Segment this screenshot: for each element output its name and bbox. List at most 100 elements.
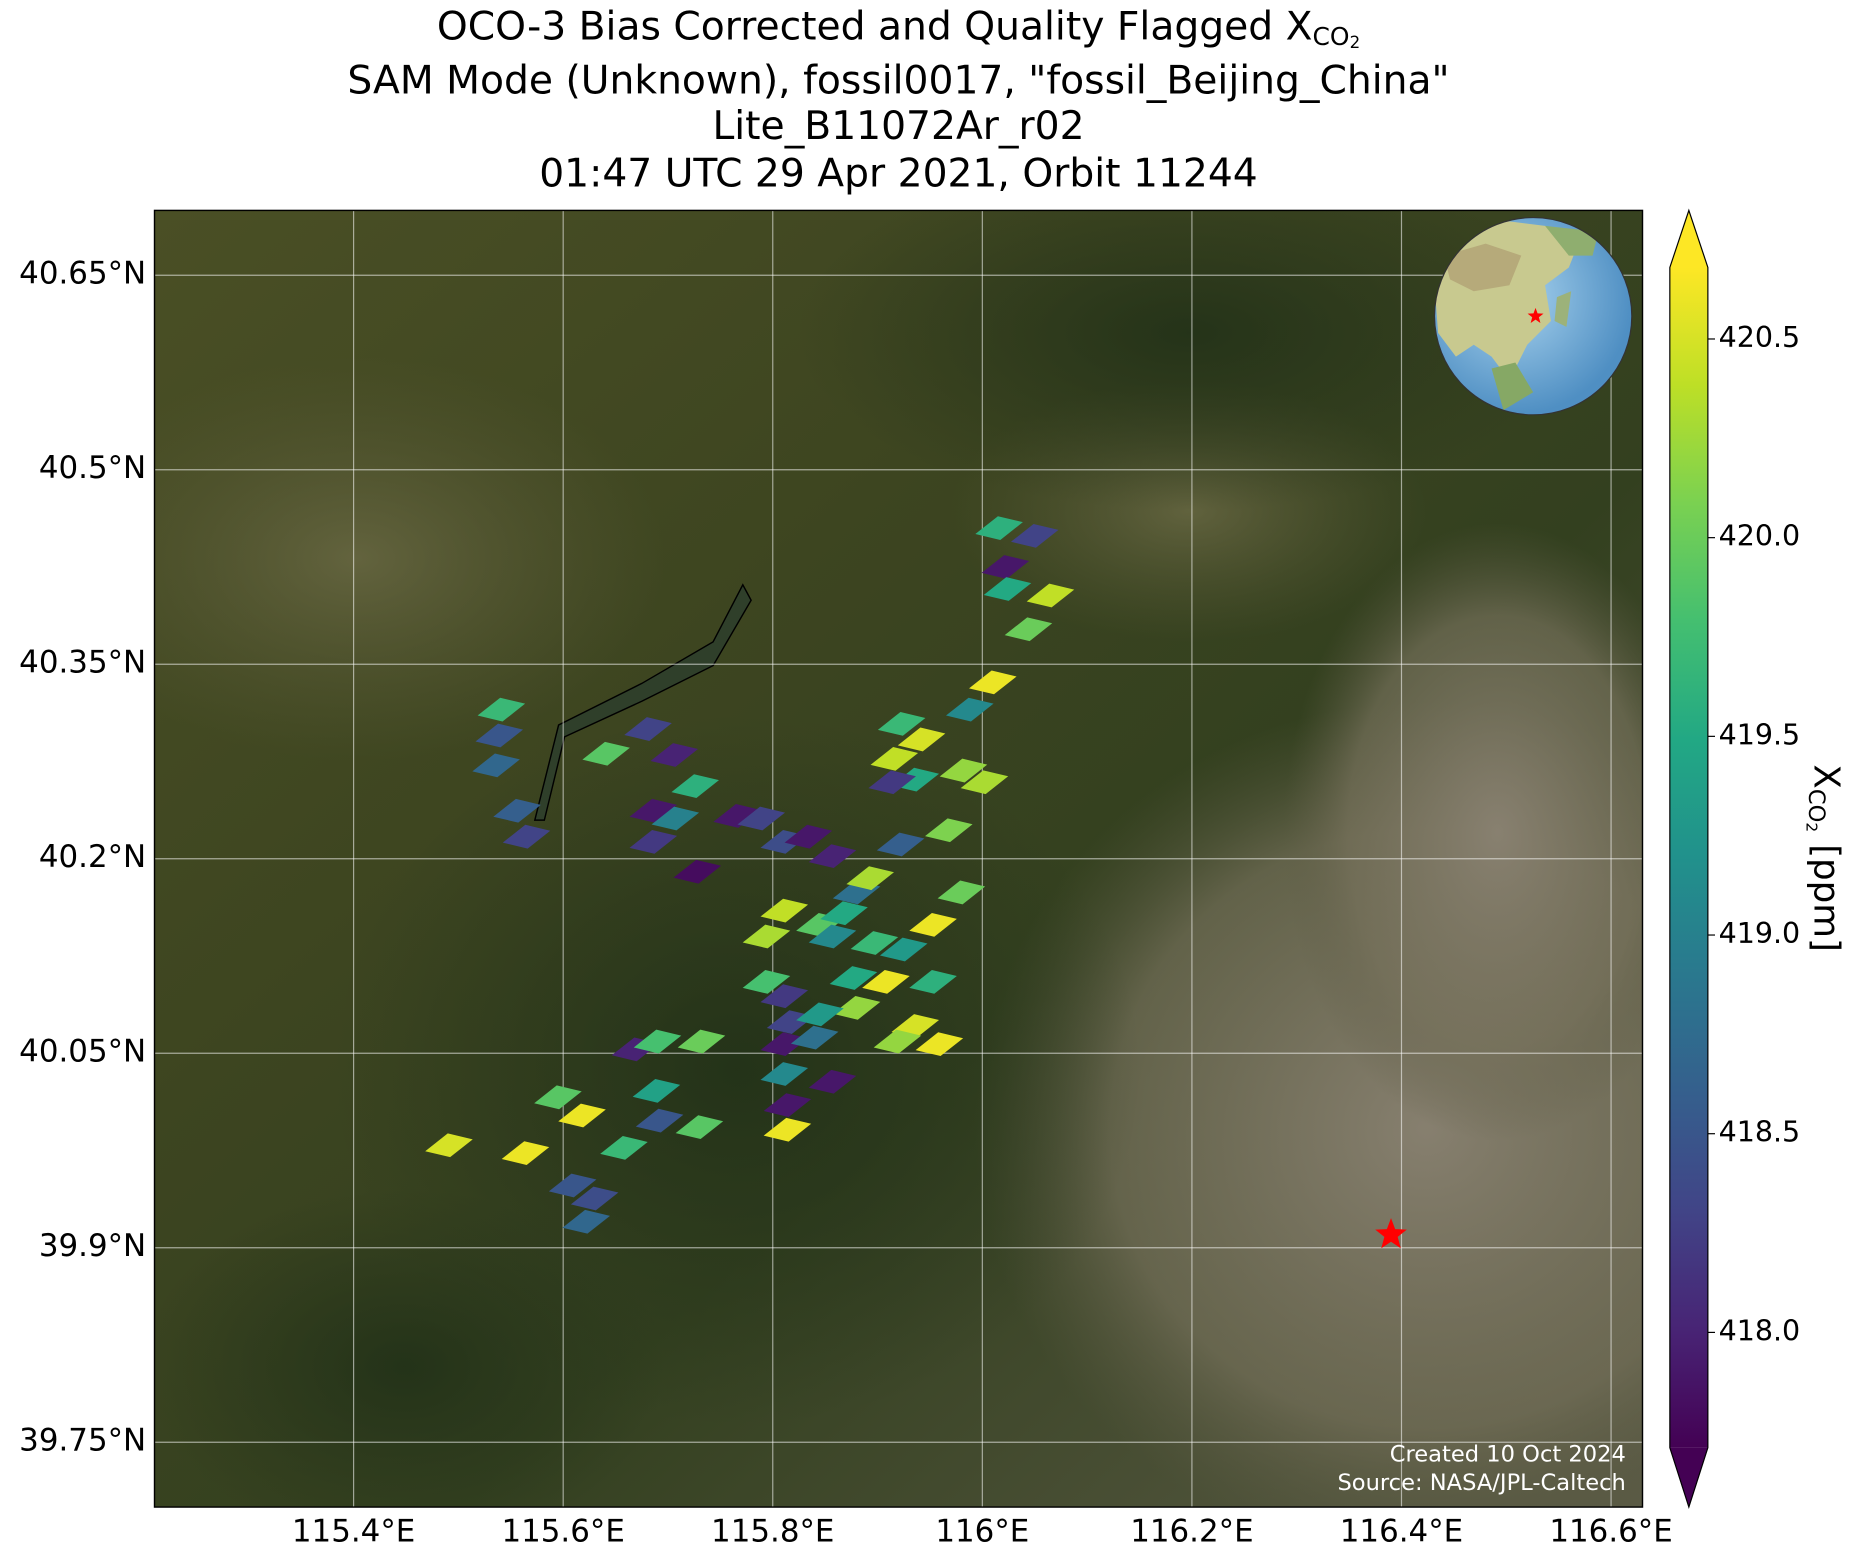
sounding: [925, 818, 973, 843]
colorbar-label: XCO2 [ppm]: [1803, 764, 1847, 951]
siberia: [1545, 225, 1599, 256]
colorbar-outline: [1669, 208, 1709, 1510]
sounding: [796, 1002, 844, 1027]
sounding: [425, 1133, 473, 1158]
soundings: [425, 516, 1407, 1249]
asia: [1444, 243, 1522, 292]
sounding: [632, 1078, 681, 1103]
title-line: OCO-3 Bias Corrected and Quality Flagged…: [437, 4, 1360, 51]
sounding: [763, 1117, 812, 1142]
sounding: [742, 970, 791, 994]
sounding: [1026, 583, 1075, 608]
x-tick-label: 115.8°E: [711, 1514, 834, 1550]
y-tick-label: 40.65°N: [19, 256, 146, 292]
title-line: Lite_B11072Ar_r02: [712, 104, 1084, 149]
sounding: [873, 1029, 922, 1054]
y-tick-label: 39.75°N: [19, 1423, 146, 1459]
colorbar-label-subscript: 2: [1803, 822, 1821, 832]
sounding: [790, 1025, 839, 1050]
sounding: [960, 770, 1009, 795]
sounding: [600, 1136, 648, 1160]
sounding: [534, 1085, 582, 1110]
map-frame: [153, 209, 1644, 1508]
sounding: [562, 1209, 611, 1234]
sounding: [897, 727, 946, 752]
sounding: [760, 984, 809, 1009]
sounding: [969, 670, 1017, 695]
sounding: [879, 937, 928, 962]
sounding: [808, 924, 857, 949]
sounding: [763, 1093, 812, 1117]
sounding: [742, 924, 791, 949]
x-tick-label: 116.6°E: [1549, 1514, 1672, 1550]
title-subscript: 2: [1350, 32, 1361, 51]
sounding: [629, 829, 678, 854]
mountains: [796, 210, 1581, 512]
colorbar-tick-label: 419.0: [1719, 917, 1801, 950]
globe-land: [1434, 219, 1599, 411]
colorbar-tick-label: 418.0: [1719, 1314, 1801, 1347]
sounding: [582, 741, 630, 766]
sounding: [737, 806, 786, 831]
sounding: [671, 774, 719, 799]
sounding: [915, 1032, 964, 1057]
title-line: SAM Mode (Unknown), fossil0017, "fossil_…: [347, 59, 1449, 104]
sounding: [820, 901, 868, 926]
sounding: [877, 711, 926, 736]
sounding: [633, 1029, 682, 1054]
title-subscript: CO: [1313, 22, 1350, 51]
sounding: [1004, 617, 1053, 642]
axes: 115.4°E 115.6°E 115.8°E 116°E 116.2°E 116.4°E…: [19, 256, 1673, 1550]
sounding: [493, 798, 541, 823]
sounding: [502, 824, 551, 849]
y-tick-label: 40.5°N: [39, 450, 146, 486]
y-tick-label: 39.9°N: [39, 1228, 146, 1264]
y-tick-label: 40.05°N: [19, 1034, 146, 1070]
sounding: [850, 931, 899, 955]
sounding: [939, 758, 988, 783]
y-tick-label: 40.2°N: [39, 839, 146, 875]
sounding: [673, 859, 722, 884]
colorbar-label-subscript: CO: [1804, 789, 1830, 823]
colorbar-extend-max: [1669, 210, 1708, 268]
colorbar: 418.0 418.5 419.0 419.5 420.0 420.5 XCO2 [ppm]: [1669, 208, 1847, 1510]
sounding: [909, 970, 957, 994]
sounding: [846, 866, 894, 891]
sounding: [784, 824, 833, 849]
sounding: [651, 806, 700, 831]
southeast-asia: [1491, 362, 1534, 411]
japan: [1554, 291, 1572, 327]
sounding: [472, 753, 520, 778]
colorbar-body: [1669, 267, 1708, 1448]
sounding: [477, 697, 526, 722]
x-tick-label: 116°E: [935, 1514, 1029, 1550]
sounding: [1010, 523, 1059, 548]
grid: [154, 210, 1643, 1508]
inset-globe: [1433, 216, 1633, 416]
sounding: [983, 577, 1032, 601]
sounding: [629, 798, 678, 823]
sounding: [675, 1115, 724, 1140]
sounding: [713, 804, 761, 828]
sounding: [832, 995, 881, 1020]
colorbar-tick-label: 419.5: [1719, 718, 1801, 751]
credit-text: Created 10 Oct 2024: [1390, 1441, 1626, 1467]
sounding: [501, 1141, 550, 1165]
sounding: [635, 1108, 684, 1133]
sounding: [829, 966, 878, 990]
urban-area: [1283, 523, 1643, 1141]
sounding: [760, 1032, 809, 1057]
valley: [154, 356, 666, 761]
sounding: [808, 844, 857, 869]
sounding: [862, 970, 910, 994]
reservoir: [533, 583, 752, 821]
sounding: [760, 1062, 809, 1086]
globe-target: [1527, 307, 1544, 323]
globe-outline: [1433, 216, 1633, 416]
title: OCO-3 Bias Corrected and Quality Flagged…: [347, 4, 1449, 196]
sounding: [868, 770, 916, 795]
sounding: [937, 880, 986, 905]
sounding: [570, 1186, 619, 1211]
